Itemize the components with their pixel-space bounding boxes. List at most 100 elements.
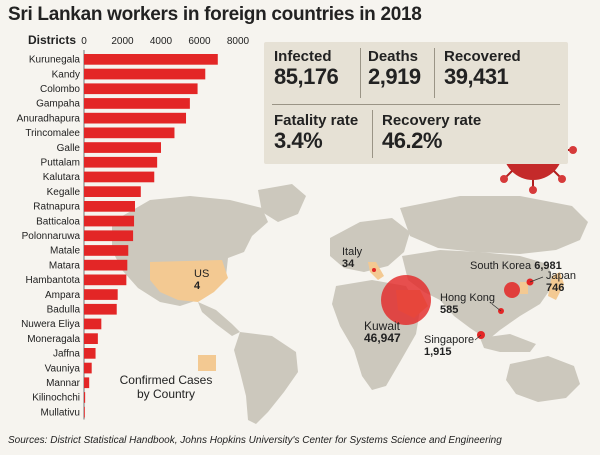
label-hong-kong-value: 585 — [440, 304, 459, 316]
fatality-label: Fatality rate — [274, 112, 359, 129]
map-southeast-asia — [480, 334, 536, 352]
bar — [84, 377, 90, 389]
label-hong-kong-name: Hong Kong — [440, 292, 496, 304]
category-label: Polonnaruwa — [22, 231, 81, 242]
bar — [84, 303, 117, 315]
bar — [84, 201, 136, 212]
category-label: Ampara — [45, 290, 80, 301]
label-kuwait-value: 46,947 — [364, 331, 401, 345]
bar — [84, 171, 155, 183]
tick-label: 0 — [81, 36, 87, 47]
bar — [84, 289, 118, 300]
label-kuwait: Kuwait 46,947 — [364, 320, 401, 344]
map-north-asia — [400, 196, 588, 254]
divider — [272, 104, 560, 105]
bubble-kuwait — [381, 275, 431, 325]
category-label: Kalutara — [43, 172, 81, 183]
bar — [84, 274, 127, 286]
bubble-italy — [372, 268, 376, 272]
label-japan-name: Japan — [546, 270, 576, 282]
label-singapore-value: 1,915 — [424, 346, 452, 358]
district-bar-chart: Districts 0 2000 4000 6000 8000 Kurunegala Kand… — [17, 33, 250, 420]
stat-fatality-rate: Fatality rate 3.4% — [274, 112, 358, 153]
map-italy — [368, 262, 384, 280]
tick-label: 4000 — [150, 36, 173, 47]
map-south-korea — [520, 282, 528, 294]
label-japan-value: 746 — [546, 282, 565, 294]
map-us — [150, 260, 228, 302]
bar — [84, 54, 218, 65]
map-australia — [506, 356, 580, 402]
divider — [434, 48, 435, 98]
category-label: Kegalle — [47, 187, 81, 198]
category-label: Badulla — [47, 304, 81, 315]
fatality-value: 3.4% — [274, 128, 323, 153]
tick-label: 2000 — [111, 36, 134, 47]
recovered-label: Recovered — [444, 48, 521, 65]
label-singapore: Singapore 1,915 — [424, 334, 474, 358]
recovery-label: Recovery rate — [382, 112, 482, 129]
bar — [84, 68, 206, 80]
category-label: Matara — [49, 260, 81, 271]
category-label: Nuwera Eliya — [21, 319, 80, 330]
infected-label: Infected — [274, 48, 332, 65]
infected-value: 85,176 — [274, 64, 339, 89]
deaths-value: 2,919 — [368, 64, 421, 89]
label-us-value: 4 — [194, 280, 201, 292]
map-greenland — [258, 184, 306, 222]
bar — [84, 406, 85, 418]
bar — [84, 142, 161, 153]
category-label: Mannar — [46, 378, 81, 389]
category-label: Kandy — [52, 69, 80, 80]
leader-hong-kong — [491, 303, 502, 312]
bar — [84, 259, 128, 271]
bar — [84, 362, 92, 374]
divider — [372, 110, 373, 158]
bar — [84, 333, 98, 344]
label-hong-kong: Hong Kong 585 — [440, 292, 495, 316]
deaths-label: Deaths — [368, 48, 419, 65]
bubble-south-korea — [504, 282, 520, 298]
label-us: US 4 — [194, 268, 209, 292]
map-south-america — [234, 332, 298, 424]
category-label: Batticaloa — [36, 216, 80, 227]
label-singapore-name: Singapore — [424, 334, 475, 346]
stat-deaths: Deaths 2,919 — [368, 48, 421, 89]
axis-title: Districts — [28, 33, 76, 47]
category-label: Colombo — [40, 84, 80, 95]
bar — [84, 98, 190, 109]
category-label: Jaffna — [53, 349, 80, 360]
recovery-value: 46.2% — [382, 128, 442, 153]
category-label: Mullativu — [41, 407, 80, 418]
category-label: Anuradhapura — [17, 113, 81, 124]
source-note: Sources: District Statistical Handbook, … — [8, 435, 502, 446]
bar — [84, 186, 141, 197]
leader-singapore — [474, 334, 482, 341]
bar — [84, 83, 198, 95]
label-south-korea-value: 6,981 — [534, 260, 562, 272]
label-us-name: US — [194, 268, 210, 280]
category-label: Ratnapura — [33, 202, 80, 213]
stat-infected: Infected 85,176 — [274, 48, 339, 89]
legend-swatch — [198, 355, 216, 371]
bar — [84, 215, 135, 227]
legend-label: Confirmed Cases by Country — [119, 373, 213, 401]
chart-title: Sri Lankan workers in foreign countries … — [8, 4, 422, 25]
stat-recovery-rate: Recovery rate 46.2% — [382, 112, 481, 153]
map-japan — [548, 272, 564, 300]
bar — [84, 348, 96, 359]
bar — [84, 156, 158, 168]
category-label: Moneragala — [27, 334, 80, 345]
category-label: Gampaha — [36, 99, 80, 110]
stat-recovered: Recovered 39,431 — [444, 48, 521, 89]
stats-panel: Infected 85,176 Deaths 2,919 Recovered 3… — [264, 42, 568, 164]
label-south-korea-name: South Korea — [470, 260, 532, 272]
label-italy-name: Italy — [342, 246, 363, 258]
bar — [84, 112, 187, 124]
category-label: Kilinochchi — [32, 393, 80, 404]
category-label: Trincomalee — [25, 128, 80, 139]
label-italy: Italy 34 — [342, 246, 362, 270]
label-south-korea: South Korea 6,981 — [470, 260, 562, 272]
bar — [84, 127, 175, 139]
